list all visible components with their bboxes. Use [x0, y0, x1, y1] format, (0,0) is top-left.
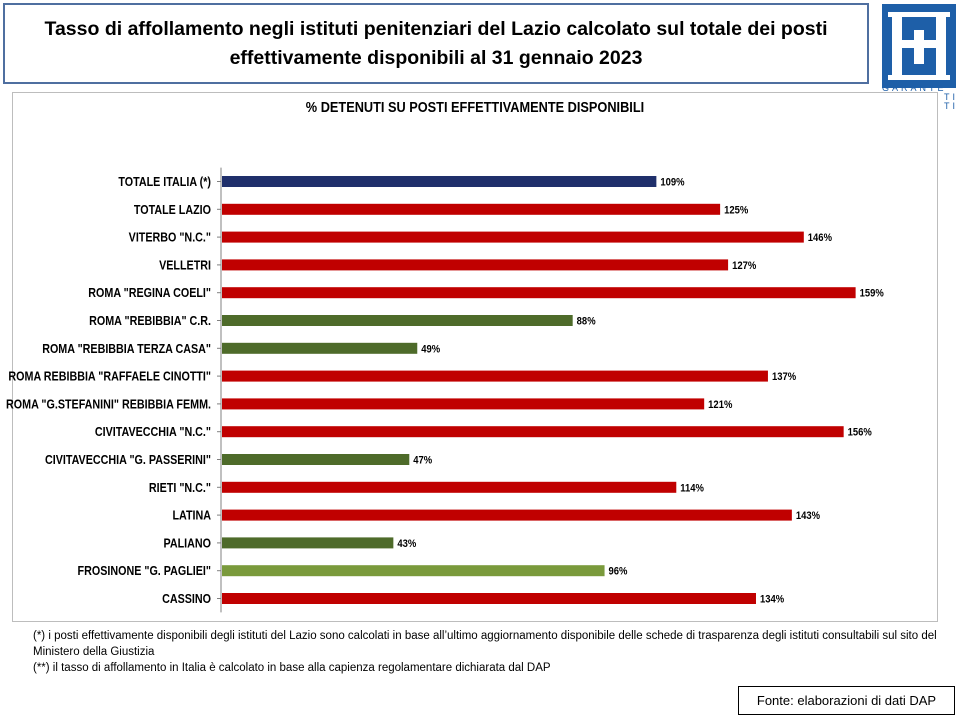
logo-caption-line-3: TI	[944, 101, 958, 111]
bar	[222, 176, 657, 187]
category-label: LATINA	[172, 509, 211, 523]
page-title-line-1: Tasso di affollamento negli istituti pen…	[44, 17, 828, 40]
category-label: CASSINO	[162, 592, 211, 606]
footnotes: (*) i posti effettivamente disponibili d…	[33, 628, 938, 676]
category-label: TOTALE ITALIA (*)	[118, 175, 211, 189]
data-label: 134%	[760, 594, 784, 606]
data-label: 49%	[421, 344, 440, 356]
category-label: ROMA REBIBBIA "RAFFAELE CINOTTI"	[8, 370, 211, 384]
bar	[222, 231, 804, 243]
category-label: ROMA "REBIBBIA" C.R.	[89, 314, 211, 328]
bar	[222, 287, 856, 299]
data-label: 143%	[796, 511, 820, 523]
footnote-2: (**) il tasso di affollamento in Italia …	[33, 662, 551, 674]
data-label: 121%	[708, 399, 732, 411]
data-label: 146%	[808, 233, 832, 245]
category-label: ROMA "REGINA COELI"	[88, 286, 211, 300]
bar	[222, 593, 756, 604]
data-label: 43%	[397, 538, 416, 550]
garante-logo-icon	[882, 4, 956, 88]
data-label: 125%	[724, 205, 748, 217]
category-label: FROSINONE "G. PAGLIEI"	[78, 564, 211, 578]
page-title-line-2: effettivamente disponibili al 31 gennaio…	[229, 46, 643, 69]
footnote-1: (*) i posti effettivamente disponibili d…	[33, 630, 937, 658]
data-label: 127%	[732, 260, 756, 272]
logo-caption-line-1: GARANTE	[882, 84, 947, 93]
bar	[222, 315, 573, 326]
bar	[222, 537, 394, 549]
source-box: Fonte: elaborazioni di dati DAP	[738, 686, 955, 715]
category-label: ROMA "G.STEFANINI" REBIBBIA FEMM.	[6, 398, 211, 412]
bar	[222, 398, 705, 410]
bar	[222, 454, 410, 465]
bar	[222, 481, 677, 493]
category-label: TOTALE LAZIO	[134, 203, 211, 217]
bar	[222, 426, 844, 438]
category-label: ROMA "REBIBBIA TERZA CASA"	[42, 342, 211, 356]
data-label: 88%	[577, 316, 596, 328]
category-label: VELLETRI	[159, 259, 211, 273]
category-label: RIETI "N.C."	[149, 481, 211, 495]
logo-caption: GARANTE TI TI	[882, 84, 960, 111]
data-label: 47%	[413, 455, 432, 467]
category-label: PALIANO	[163, 537, 211, 551]
bar	[222, 203, 721, 215]
category-label: VITERBO "N.C."	[129, 231, 211, 245]
data-label: 96%	[609, 566, 628, 578]
category-label: CIVITAVECCHIA "G. PASSERINI"	[45, 453, 211, 467]
bar	[222, 259, 729, 271]
garante-logo	[882, 4, 956, 88]
data-label: 137%	[772, 372, 796, 384]
bar	[222, 565, 605, 577]
data-label: 109%	[660, 177, 684, 189]
title-box: Tasso di affollamento negli istituti pen…	[3, 3, 869, 84]
data-label: 159%	[860, 288, 884, 300]
bar	[222, 370, 768, 382]
logo-caption-line-2: TI	[944, 92, 958, 102]
bar	[222, 342, 418, 354]
bar	[222, 509, 792, 521]
category-label: CIVITAVECCHIA "N.C."	[95, 425, 211, 439]
chart-title: % DETENUTI SU POSTI EFFETTIVAMENTE DISPO…	[305, 99, 645, 116]
data-label: 114%	[680, 483, 704, 495]
source-text: Fonte: elaborazioni di dati DAP	[756, 693, 937, 708]
data-label: 156%	[848, 427, 872, 439]
